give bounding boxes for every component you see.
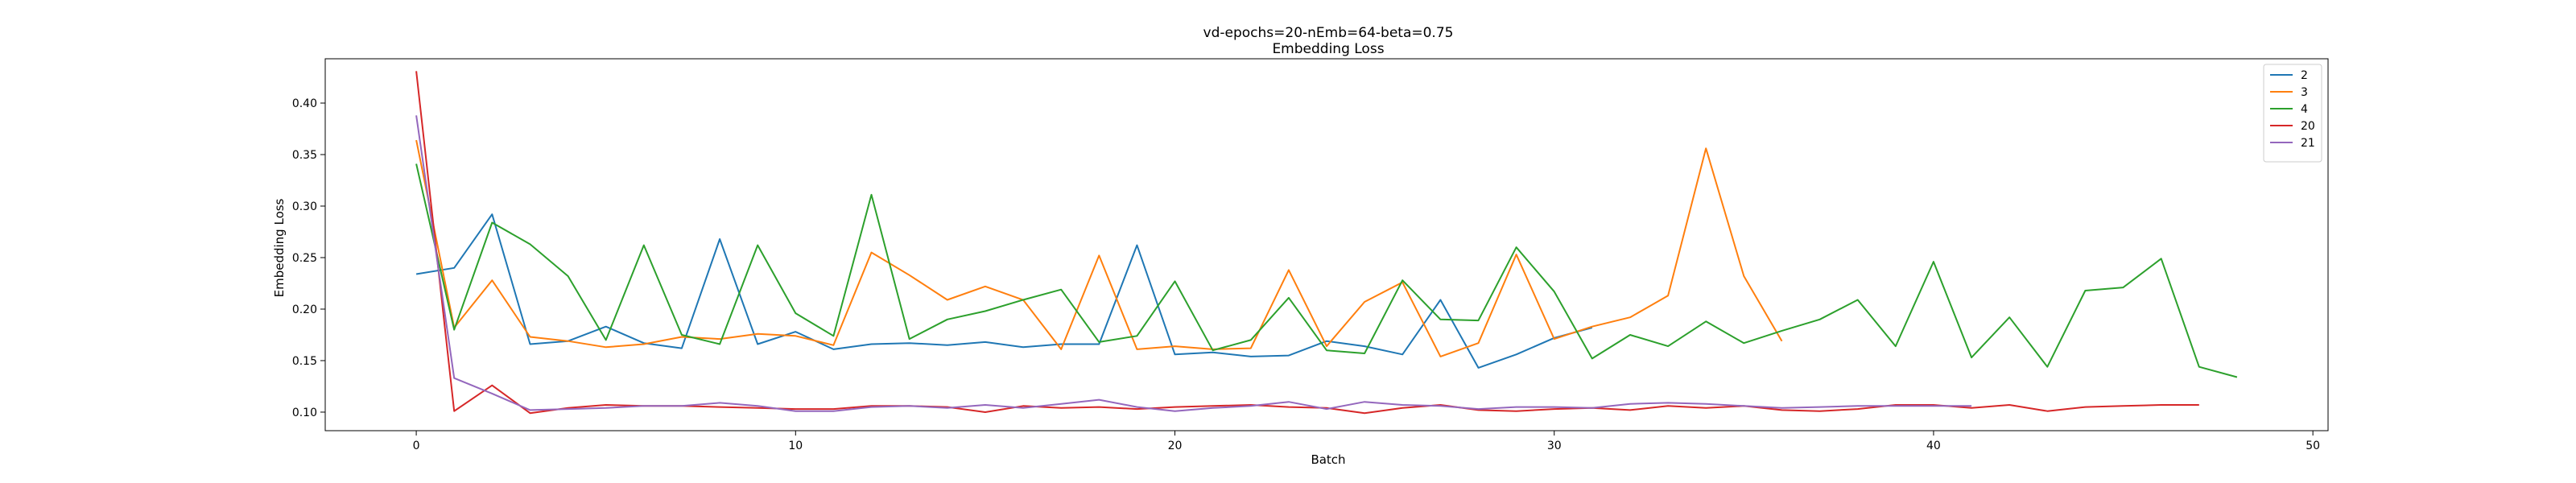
x-tick-label: 50 — [2306, 440, 2320, 452]
x-tick-label: 40 — [1926, 440, 1941, 452]
legend-label-3: 3 — [2301, 86, 2308, 99]
legend: 2 3 4 20 21 — [2263, 64, 2322, 163]
y-axis-label: Embedding Loss — [272, 198, 287, 297]
legend-label-21: 21 — [2301, 137, 2315, 150]
y-tick-label: 0.10 — [292, 407, 317, 419]
x-tick-label: 30 — [1547, 440, 1562, 452]
series-line-2 — [415, 213, 1593, 369]
chart-subtitle: Embedding Loss — [1272, 41, 1384, 57]
series-line-4 — [415, 163, 2238, 378]
x-axis-ticks: 0 10 20 30 40 50 — [413, 431, 2320, 452]
series-line-3 — [415, 139, 1783, 357]
x-tick-label: 10 — [788, 440, 803, 452]
legend-box — [2263, 64, 2322, 163]
y-tick-label: 0.15 — [292, 355, 317, 368]
y-tick-label: 0.25 — [292, 252, 317, 265]
series-line-20 — [415, 71, 2199, 415]
chart-title: vd-epochs=20-nEmb=64-beta=0.75 — [1203, 25, 1454, 41]
x-tick-label: 20 — [1168, 440, 1183, 452]
y-tick-label: 0.40 — [292, 97, 317, 110]
x-axis-label: Batch — [1311, 452, 1345, 467]
y-tick-label: 0.20 — [292, 303, 317, 316]
legend-label-2: 2 — [2301, 69, 2308, 82]
y-tick-label: 0.35 — [292, 149, 317, 162]
series-line-21 — [415, 115, 1972, 412]
legend-label-4: 4 — [2301, 103, 2308, 116]
y-tick-label: 0.30 — [292, 200, 317, 213]
legend-label-20: 20 — [2301, 120, 2315, 133]
plot-frame — [324, 58, 2329, 431]
plot-lines — [415, 71, 2238, 415]
y-axis-ticks: 0.10 0.15 0.20 0.25 0.30 0.35 0.40 — [292, 97, 325, 419]
x-tick-label: 0 — [413, 440, 420, 452]
